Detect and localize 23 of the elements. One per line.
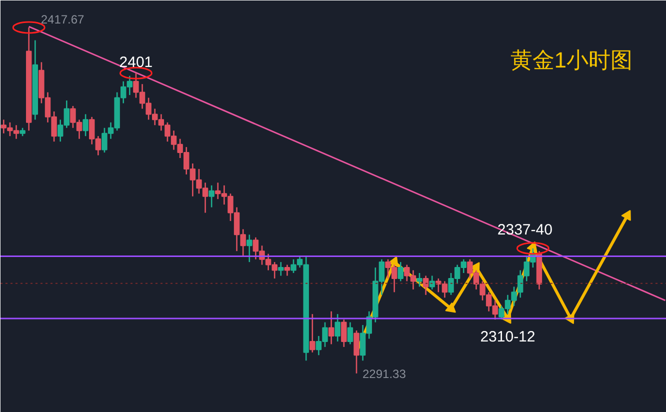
candlestick <box>347 322 354 345</box>
annotation: 2291.33 <box>362 366 406 381</box>
candlestick <box>429 275 435 290</box>
point <box>621 210 631 221</box>
candlestick <box>278 261 284 276</box>
candlestick <box>82 114 88 137</box>
candlestick <box>310 313 316 354</box>
candlestick <box>354 330 360 374</box>
candlestick <box>341 318 347 348</box>
annotation: 2401 <box>119 54 153 72</box>
candlestick <box>416 272 422 288</box>
candlestick <box>334 313 340 342</box>
candlestick <box>422 275 429 296</box>
candlestick <box>208 184 214 208</box>
text: 2417.67 <box>40 12 85 26</box>
candlestick <box>284 264 290 276</box>
point <box>445 302 456 313</box>
candlestick <box>398 261 404 282</box>
annotation: 2310-12 <box>480 328 536 346</box>
candlestick <box>328 310 334 345</box>
candlestick <box>246 234 252 263</box>
annotation: 2337-40 <box>497 221 552 238</box>
text: 黄金1小时图 <box>510 48 633 72</box>
